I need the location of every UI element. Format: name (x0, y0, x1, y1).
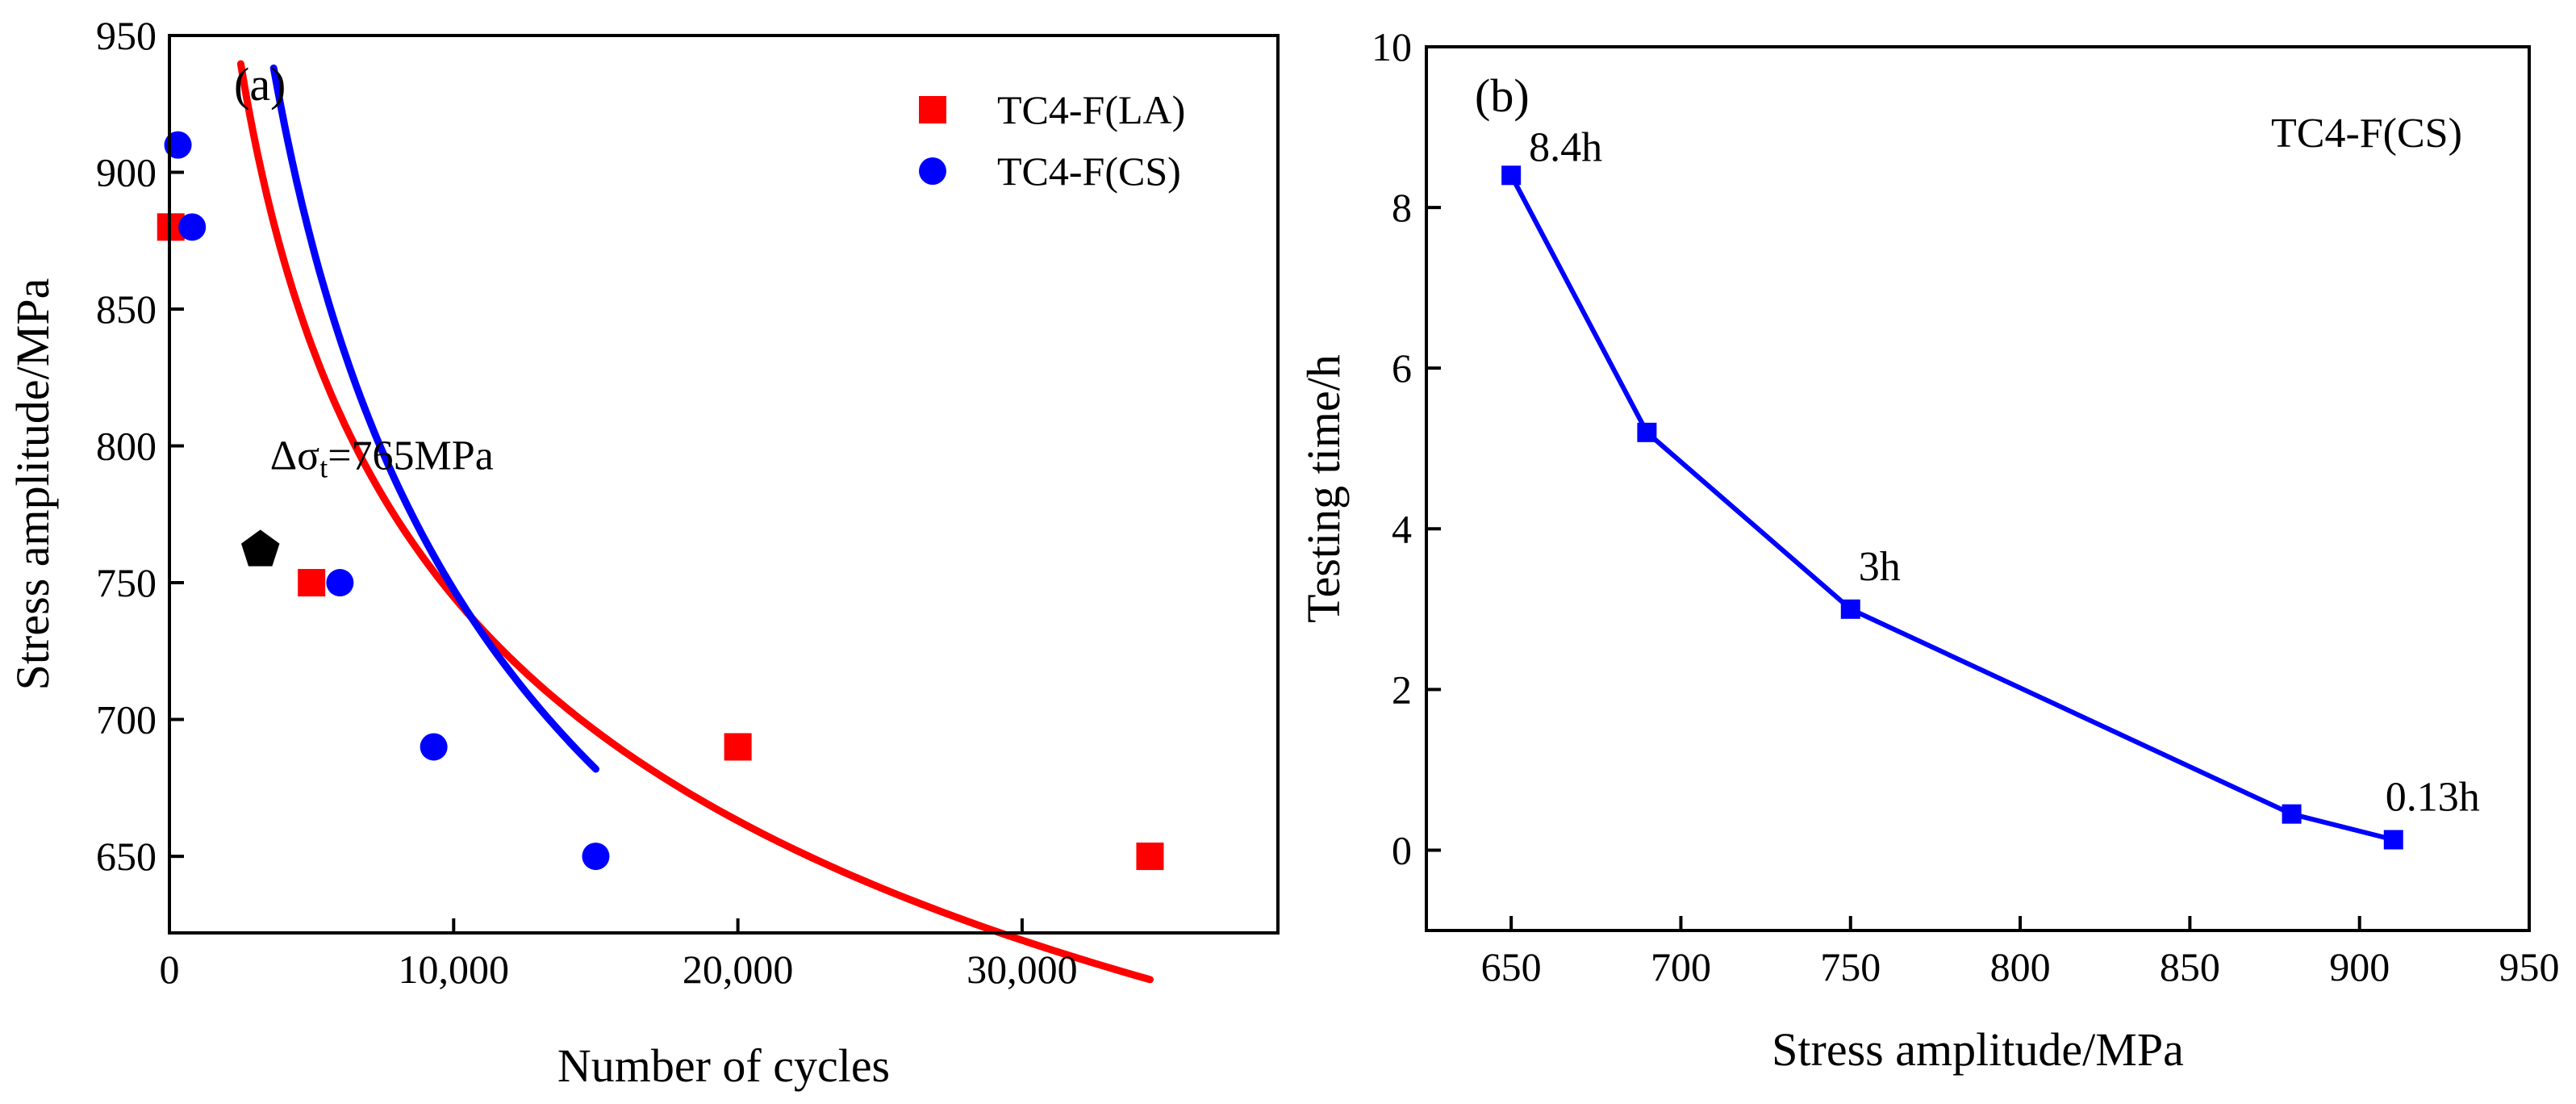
y-tick-label: 900 (96, 150, 157, 195)
data-point-la (298, 569, 326, 597)
chart-a-legend: TC4-F(LA) TC4-F(CS) (919, 87, 1185, 194)
x-tick-label: 900 (2329, 944, 2390, 989)
chart-a-x-label: Number of cycles (557, 1039, 890, 1092)
y-tick-label: 650 (96, 834, 157, 879)
point-annotation: 3h (1859, 544, 1901, 590)
x-tick-label: 650 (1481, 944, 1542, 989)
x-tick-label: 700 (1651, 944, 1711, 989)
data-point (2383, 830, 2403, 850)
x-tick-label: 0 (160, 947, 180, 992)
chart-b-inset-label: TC4-F(CS) (2271, 111, 2462, 157)
chart-b-panel-label: (b) (1475, 69, 1530, 122)
chart-b-y-ticks: 0 2 4 6 8 10 (1372, 24, 1441, 872)
x-tick-label: 30,000 (967, 947, 1078, 992)
x-tick-label: 800 (1990, 944, 2051, 989)
y-tick-label: 700 (96, 697, 157, 742)
y-tick-label: 800 (96, 424, 157, 469)
chart-a-fits (236, 60, 1154, 984)
fit-curve-1 (269, 64, 599, 773)
chart-b-frame (1425, 45, 2531, 932)
data-point-cs (164, 131, 192, 159)
y-tick-label: 850 (96, 286, 157, 332)
data-point (1840, 599, 1860, 619)
chart-b-annotations: 8.4h 3h 0.13h (1529, 124, 2480, 820)
chart-a-y-ticks: 650 700 750 800 850 900 950 (96, 13, 184, 879)
fit-curve-0 (236, 60, 1154, 984)
chart-a-panel-label: (a) (234, 58, 286, 111)
data-point-cs (326, 569, 354, 597)
chart-a-annotation: Δσt=765MPa (270, 433, 494, 483)
annotation-subscript: t (319, 451, 328, 483)
data-point-cs (582, 843, 610, 871)
point-annotation: 0.13h (2386, 775, 2480, 821)
x-tick-label: 950 (2499, 944, 2560, 989)
data-point (1501, 165, 1522, 186)
x-tick-label: 20,000 (683, 947, 794, 992)
chart-a-special (241, 529, 280, 567)
chart-a-points (157, 131, 1164, 871)
chart-a-y-label: Stress amplitude/MPa (6, 278, 59, 691)
data-point-cs (178, 213, 207, 241)
y-tick-label: 750 (96, 560, 157, 605)
legend-label: TC4-F(LA) (997, 87, 1185, 132)
chart-b-x-ticks: 650 700 750 800 850 900 950 (1481, 916, 2560, 989)
x-tick-label: 10,000 (399, 947, 510, 992)
data-point (1637, 422, 1657, 442)
legend-marker (919, 96, 946, 123)
y-tick-label: 10 (1372, 24, 1412, 69)
y-tick-label: 2 (1392, 667, 1412, 712)
chart-b-x-label: Stress amplitude/MPa (1772, 1023, 2184, 1076)
chart-b-y-label: Testing time/h (1297, 354, 1350, 623)
y-tick-label: 6 (1392, 345, 1412, 391)
data-point-cs (420, 733, 448, 761)
annotation-prefix: Δσ (270, 433, 319, 479)
y-tick-label: 4 (1392, 506, 1412, 551)
chart-a-frame (168, 34, 1280, 935)
legend-marker (919, 157, 946, 185)
x-tick-label: 850 (2160, 944, 2220, 989)
chart-b: 650 700 750 800 850 900 950 0 2 4 6 8 10 Stress amp… (1297, 24, 2560, 1076)
data-point-la (724, 733, 752, 761)
legend-label: TC4-F(CS) (997, 148, 1181, 194)
chart-a: 0 10,000 20,000 30,000 650 700 750 800 850 900 95… (6, 13, 1280, 1092)
special-point (241, 529, 280, 567)
chart-b-series (1501, 165, 2403, 850)
series-line (1509, 174, 2394, 843)
y-tick-label: 950 (96, 13, 157, 58)
annotation-suffix: =765MPa (328, 433, 494, 479)
y-tick-label: 8 (1392, 185, 1412, 230)
point-annotation: 8.4h (1529, 124, 1602, 170)
data-point (2282, 804, 2302, 824)
chart-a-x-ticks: 0 10,000 20,000 30,000 (160, 918, 1078, 992)
data-point-la (1136, 843, 1164, 871)
y-tick-label: 0 (1392, 827, 1412, 872)
x-tick-label: 750 (1820, 944, 1881, 989)
